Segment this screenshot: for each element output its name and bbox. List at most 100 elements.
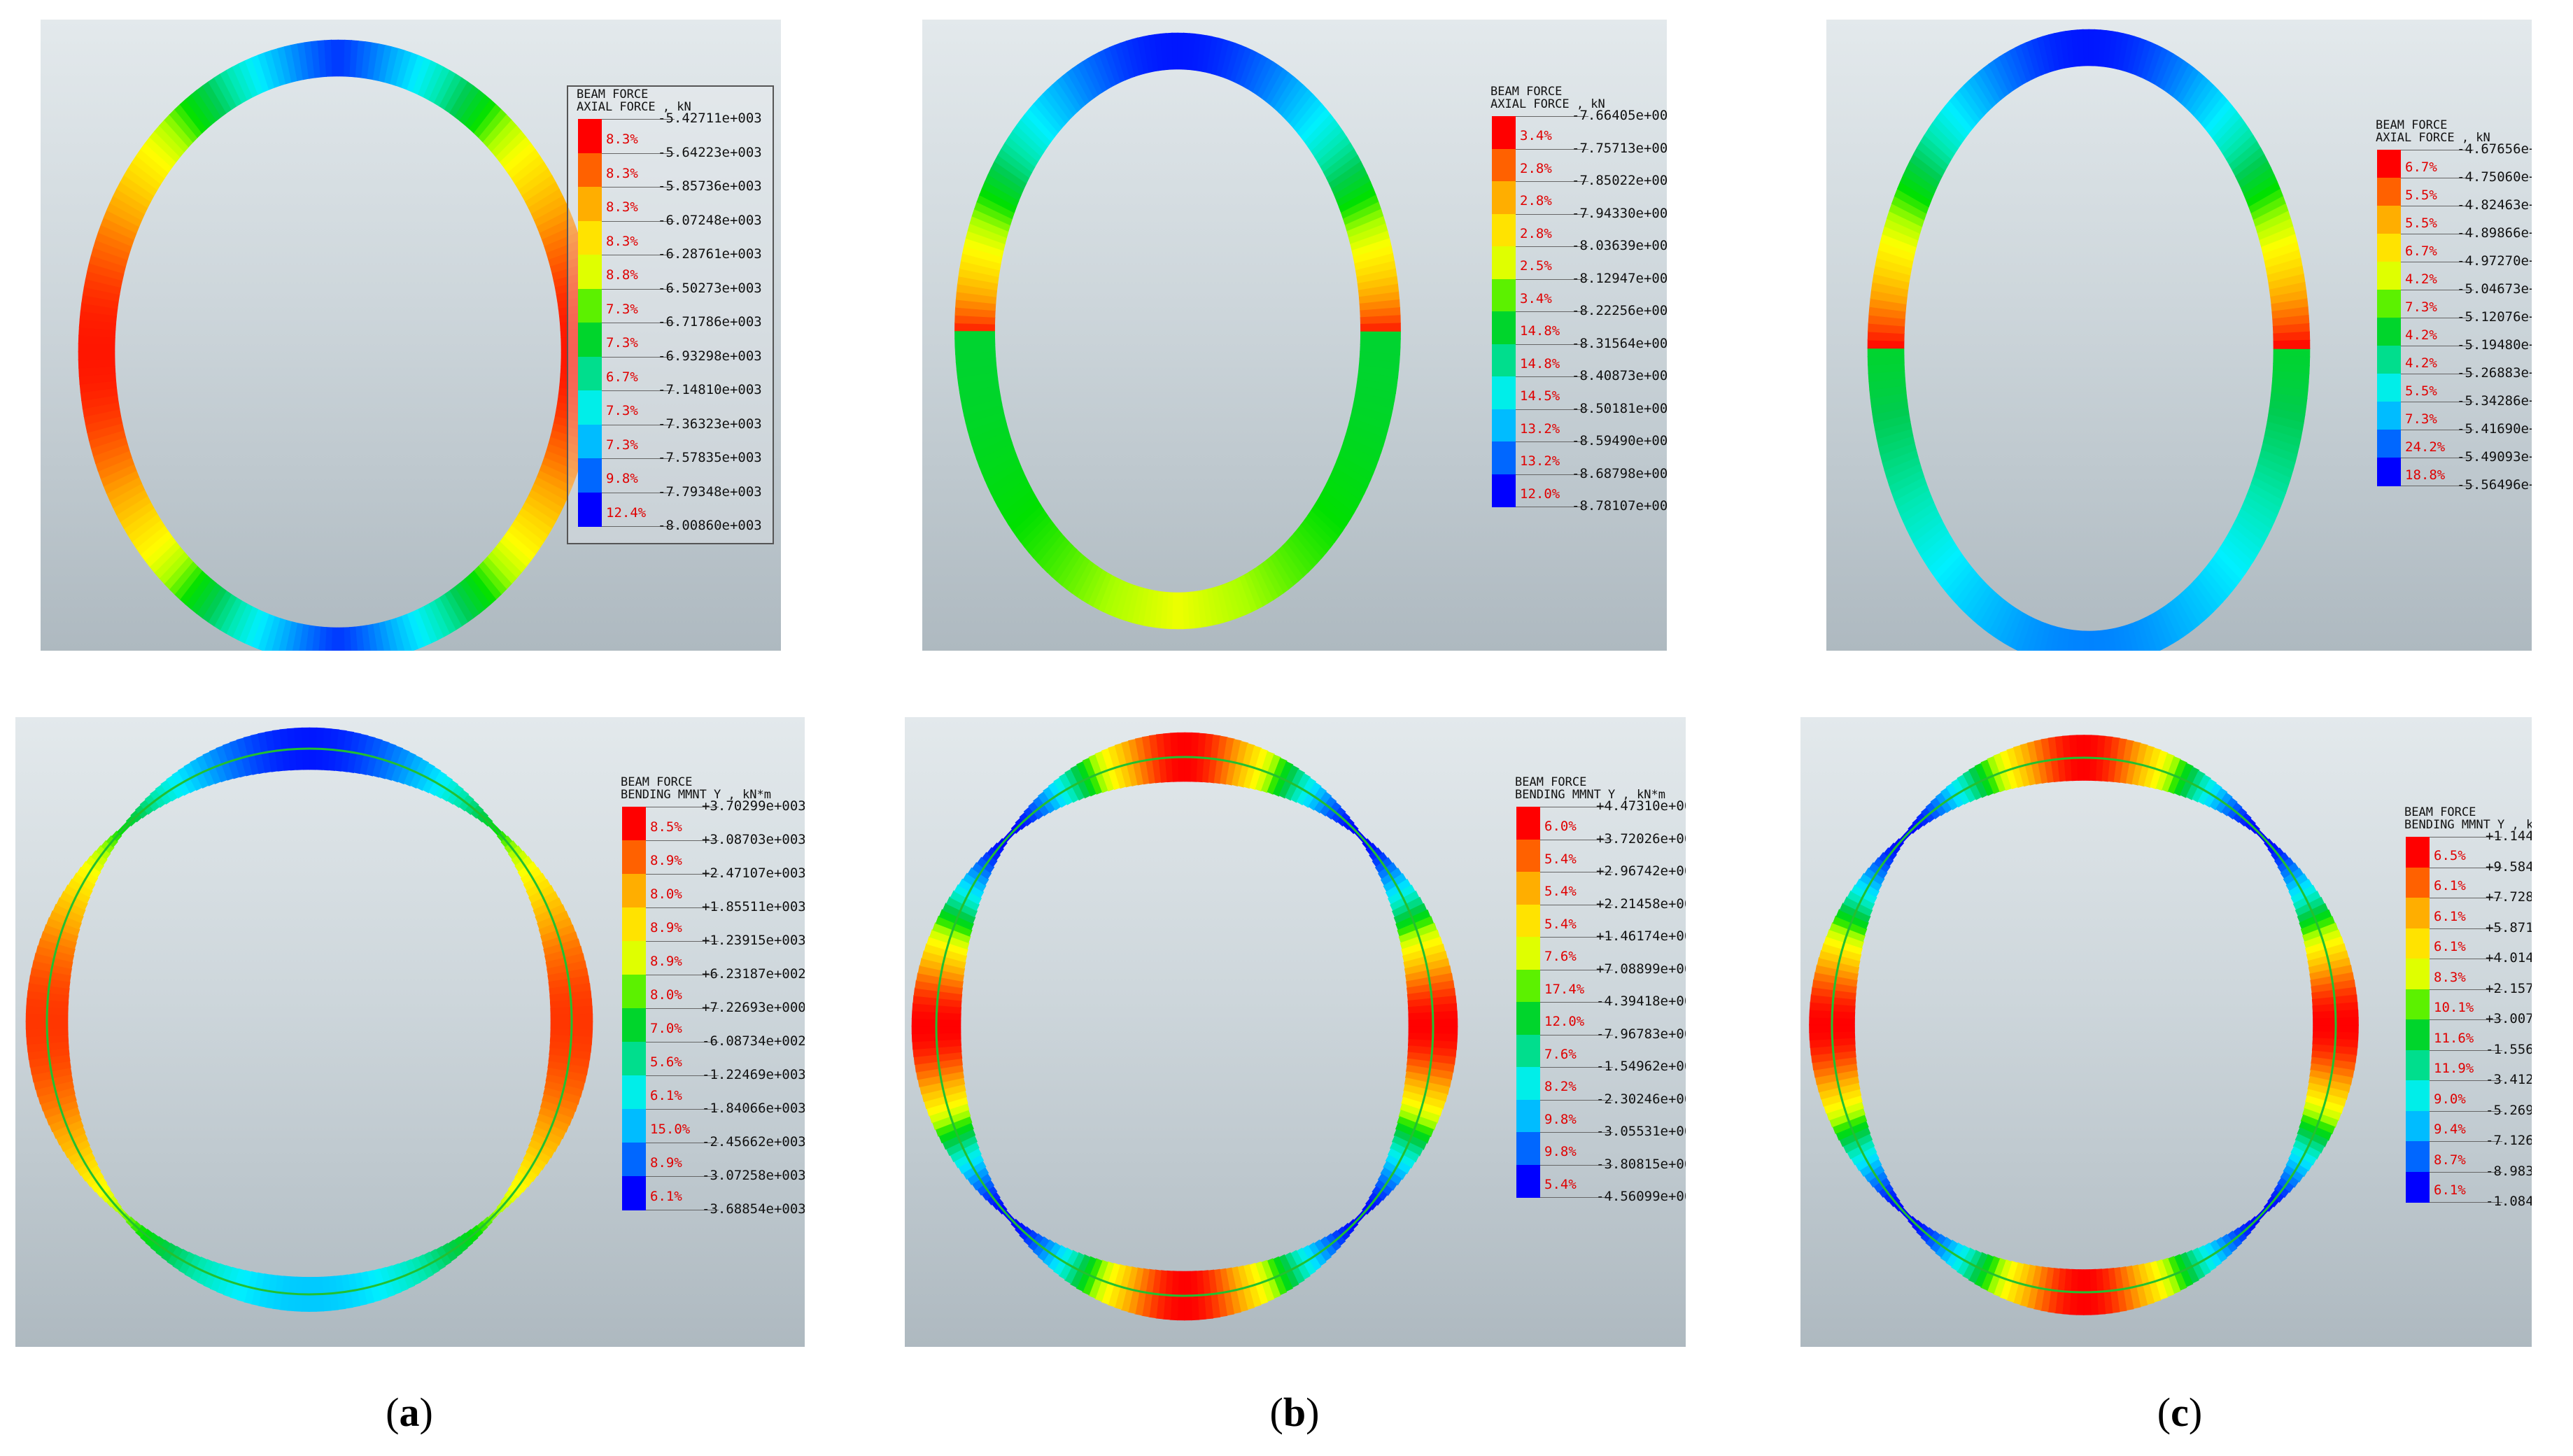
legend-swatch (1492, 181, 1516, 214)
legend-swatch (1492, 311, 1516, 344)
legend-value: -6.71786e+003 (658, 314, 762, 330)
legend-tick-line (602, 119, 675, 120)
legend-value: -1.55603e+002 (2486, 1041, 2532, 1057)
ring-segment (389, 618, 405, 651)
legend-tick-line (602, 458, 675, 459)
ring-contour (25, 727, 593, 1312)
legend-percentage: 7.6% (1544, 1046, 1577, 1062)
legend-percentage: 8.9% (650, 954, 682, 969)
legend-percentage: 14.5% (1520, 388, 1560, 404)
legend-percentage: 4.2% (2405, 355, 2437, 371)
legend-value: -8.22256e+003 (1572, 303, 1667, 318)
legend-value: +5.87124e+002 (2486, 919, 2532, 935)
legend-percentage: 8.3% (606, 233, 638, 249)
legend-value: -8.12947e+003 (1572, 270, 1667, 286)
legend-percentage: 7.0% (650, 1021, 682, 1036)
legend-value: +2.47107e+003 (702, 865, 805, 881)
legend-tick-line (1540, 1002, 1613, 1003)
ring-segment (2082, 630, 2089, 651)
legend-value: -1.08401e+003 (2486, 1194, 2532, 1209)
ring-segment (2127, 623, 2139, 651)
legend-value: +3.08703e+003 (702, 832, 805, 847)
legend-subtitle: AXIAL FORCE , kN (1490, 97, 1605, 111)
legend-swatch (578, 288, 602, 323)
legend-tick-line (602, 288, 675, 290)
legend-swatch (578, 458, 602, 493)
legend-percentage: 6.7% (2405, 243, 2437, 259)
legend-title: BEAM FORCE (2376, 118, 2448, 132)
legend-percentage: 5.5% (2405, 188, 2437, 203)
legend-title: BEAM FORCE (2404, 805, 2476, 819)
legend-value: -5.41690e+003 (2457, 421, 2532, 437)
legend-value: -4.56099e+002 (1596, 1189, 1686, 1204)
legend-percentage: 8.9% (650, 920, 682, 935)
legend-value: +3.70299e+003 (702, 798, 805, 814)
legend-value: -7.14810e+003 (658, 382, 762, 397)
legend-percentage: 6.1% (2434, 939, 2466, 955)
ring-baseline (935, 756, 1434, 1297)
legend-value: -8.50181e+003 (1572, 400, 1667, 416)
ring-segment (2020, 616, 2037, 651)
ring-segment (2061, 628, 2070, 651)
legend-percentage: 12.0% (1520, 486, 1560, 502)
ring-segment (2273, 331, 2311, 342)
legend-percentage: 7.3% (606, 403, 638, 419)
legend-swatch (2406, 1080, 2430, 1111)
legend-a-axial: BEAM FORCE AXIAL FORCE , kN 8.3% 8.3% 8.3% 8.… (567, 85, 774, 544)
legend-percentage: 8.9% (650, 1155, 682, 1171)
legend-value: -5.26883e+003 (2457, 365, 2532, 381)
legend-swatch (1516, 839, 1540, 872)
legend-swatch (622, 1109, 646, 1143)
caption-paren: ) (1306, 1390, 1320, 1435)
legend-value: -5.85736e+003 (658, 178, 762, 194)
legend-swatch (1492, 278, 1516, 312)
ring-segment (355, 625, 365, 651)
legend-percentage: 6.7% (2405, 160, 2437, 175)
legend-percentage: 7.3% (606, 301, 638, 317)
legend-subtitle: BENDING MMNT Y , kN*m (621, 788, 771, 802)
legend-tick-line (1516, 311, 1588, 312)
ring-segment (1171, 32, 1178, 70)
legend-subtitle: BENDING MMNT Y , kN*m (1515, 788, 1665, 802)
legend-swatch (2406, 837, 2430, 868)
legend-value: +1.46174e+002 (1596, 928, 1686, 944)
caption-paren: ( (1269, 1390, 1283, 1435)
ring-segment (1867, 355, 1905, 366)
caption-paren: ( (386, 1390, 400, 1435)
legend-value: +3.00783e+001 (2486, 1011, 2532, 1026)
legend-value: +7.08899e+001 (1596, 961, 1686, 977)
legend-swatch (1492, 409, 1516, 442)
legend-swatch (622, 975, 646, 1009)
legend-percentage: 6.7% (606, 369, 638, 385)
legend-swatch (622, 840, 646, 875)
ring-segment (400, 614, 418, 651)
legend-percentage: 8.3% (606, 132, 638, 148)
legend-tick-line (1516, 376, 1588, 377)
legend-percentage: 5.4% (1544, 884, 1577, 900)
legend-tick-line (1540, 1034, 1613, 1036)
legend-tick-line (646, 907, 719, 908)
legend-value: +2.21458e+002 (1596, 896, 1686, 912)
legend-percentage: 8.0% (650, 886, 682, 902)
legend-percentage: 14.8% (1520, 355, 1560, 372)
legend-percentage: 4.2% (2405, 327, 2437, 343)
ring-contour (954, 32, 1401, 630)
ring-segment (2077, 630, 2085, 651)
legend-tick-line (1540, 1197, 1613, 1198)
caption-b: (b) (1246, 1389, 1344, 1436)
legend-swatch (2406, 898, 2430, 928)
legend-tick-line (1516, 116, 1588, 117)
ring-segment (2117, 625, 2127, 651)
ring-segment (2082, 29, 2089, 66)
legend-swatch (2377, 374, 2401, 402)
legend-value: -5.26967e+002 (2486, 1102, 2532, 1118)
legend-value: -2.45662e+003 (702, 1134, 805, 1150)
legend-value: -1.22469e+003 (702, 1067, 805, 1082)
legend-value: -7.36323e+003 (658, 416, 762, 432)
legend-tick-line (646, 874, 719, 875)
legend-value: -5.12076e+003 (2457, 309, 2532, 325)
legend-percentage: 7.3% (606, 335, 638, 351)
ring-segment (298, 623, 309, 651)
legend-percentage: 6.0% (1544, 819, 1577, 835)
